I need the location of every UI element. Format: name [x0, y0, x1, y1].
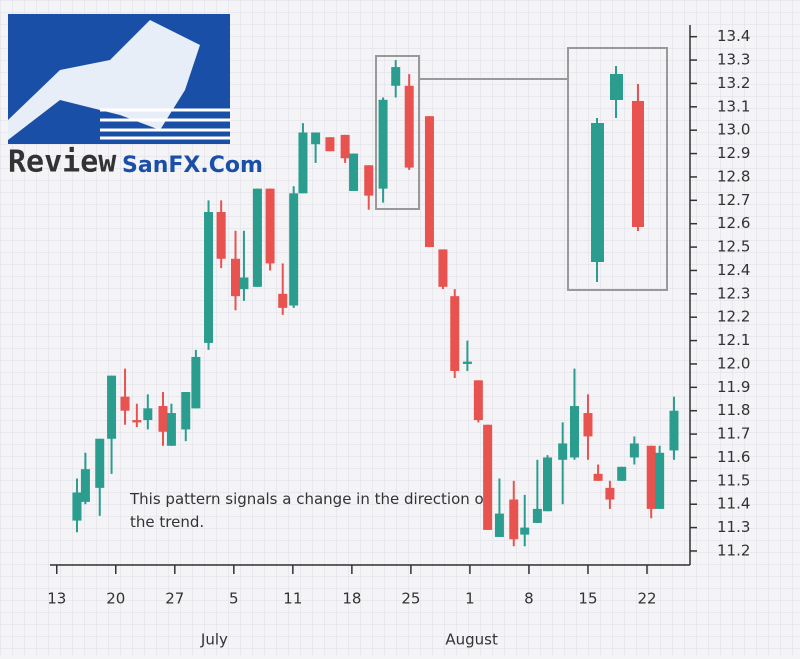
- highlight: [375, 47, 668, 291]
- candle-body: [483, 424, 493, 530]
- candle-body: [107, 375, 117, 439]
- candle-body: [132, 420, 142, 423]
- x-tick-label: 13: [47, 590, 66, 608]
- y-tick-label: 11.5: [717, 471, 750, 489]
- y-tick-label: 13.1: [717, 97, 750, 115]
- candle-body: [231, 258, 241, 297]
- y-tick-label: 11.4: [717, 495, 750, 513]
- y-tick-label: 12.4: [717, 261, 750, 279]
- x-tick-label: 27: [165, 590, 184, 608]
- candle-body: [378, 99, 388, 189]
- candle-body: [532, 508, 542, 523]
- candle-body: [265, 188, 275, 264]
- y-tick-label: 11.6: [717, 448, 750, 466]
- y-tick-label: 11.9: [717, 378, 750, 396]
- x-tick-label: 5: [229, 590, 239, 608]
- y-tick-label: 13.4: [717, 27, 750, 45]
- candle-body: [542, 457, 552, 512]
- x-tick-label: 20: [106, 590, 125, 608]
- candle-body: [462, 361, 472, 364]
- candle-body: [349, 153, 359, 191]
- y-tick-label: 12.3: [717, 284, 750, 302]
- candle-body: [569, 406, 579, 458]
- candle-body: [120, 396, 130, 411]
- y-tick-label: 12.5: [717, 238, 750, 256]
- y-tick-label: 11.7: [717, 425, 750, 443]
- x-tick-label: 25: [401, 590, 420, 608]
- x-tick-label: 18: [342, 590, 361, 608]
- x-tick-label: 8: [524, 590, 534, 608]
- candle-body: [558, 443, 568, 460]
- y-tick-label: 12.9: [717, 144, 750, 162]
- candle-body: [204, 212, 214, 343]
- candle-body: [655, 452, 665, 509]
- candle-body: [252, 188, 262, 287]
- y-tick-label: 12.1: [717, 331, 750, 349]
- month-label: August: [445, 631, 498, 649]
- annotation-text: the trend.: [130, 513, 204, 531]
- candle-body: [520, 527, 530, 535]
- candle-body: [239, 277, 249, 290]
- candle-body: [473, 380, 483, 421]
- candle-body: [340, 134, 350, 159]
- candle-body: [593, 473, 603, 481]
- candle-body: [629, 443, 639, 458]
- candle-body: [424, 116, 434, 248]
- candle-body: [404, 85, 414, 168]
- y-tick-label: 12.0: [717, 354, 750, 372]
- y-tick-label: 12.7: [717, 191, 750, 209]
- candle-body: [325, 137, 335, 152]
- candle-body: [216, 212, 226, 259]
- candle-body: [166, 413, 176, 446]
- candle-body: [158, 406, 168, 432]
- x-tick-label: 11: [283, 590, 302, 608]
- y-tick-label: 11.3: [717, 518, 750, 536]
- logo-text: SanFX.Com: [122, 153, 263, 178]
- candle-body: [646, 445, 656, 509]
- annotation: This pattern signals a change in the dir…: [129, 490, 490, 531]
- y-tick-label: 12.8: [717, 167, 750, 185]
- candle-body: [605, 487, 615, 500]
- candle-body: [494, 513, 504, 537]
- y-tick-label: 13.0: [717, 121, 750, 139]
- candle-body: [450, 296, 460, 371]
- candle-body: [181, 392, 191, 430]
- candle-body: [191, 356, 201, 409]
- candle-body: [617, 466, 627, 481]
- y-tick-label: 12.6: [717, 214, 750, 232]
- candle-body: [438, 249, 448, 287]
- candle-body: [391, 67, 401, 86]
- candle-body: [509, 499, 519, 540]
- y-tick-label: 11.2: [717, 541, 750, 559]
- candle-body: [298, 132, 308, 194]
- candle-body: [278, 293, 288, 308]
- month-label: July: [200, 631, 228, 649]
- candle-body: [80, 469, 90, 502]
- candle-body: [669, 410, 679, 451]
- candle-body: [143, 408, 153, 421]
- zoom-candles: [591, 66, 644, 282]
- candle-body: [311, 132, 321, 145]
- y-tick-label: 12.2: [717, 308, 750, 326]
- x-tick-label: 22: [637, 590, 656, 608]
- candle-body: [583, 413, 593, 437]
- candle-body: [95, 438, 105, 488]
- x-tick-label: 15: [578, 590, 597, 608]
- x-tick-label: 1: [465, 590, 475, 608]
- logo: Review SanFX.Com: [8, 14, 263, 180]
- annotation-text: This pattern signals a change in the dir…: [129, 490, 490, 508]
- logo-text: Review: [8, 145, 117, 180]
- candle-body: [72, 492, 82, 521]
- candle-body: [364, 165, 374, 196]
- y-tick-label: 13.3: [717, 51, 750, 69]
- candle-body: [289, 193, 299, 306]
- y-tick-label: 13.2: [717, 74, 750, 92]
- y-tick-label: 11.8: [717, 401, 750, 419]
